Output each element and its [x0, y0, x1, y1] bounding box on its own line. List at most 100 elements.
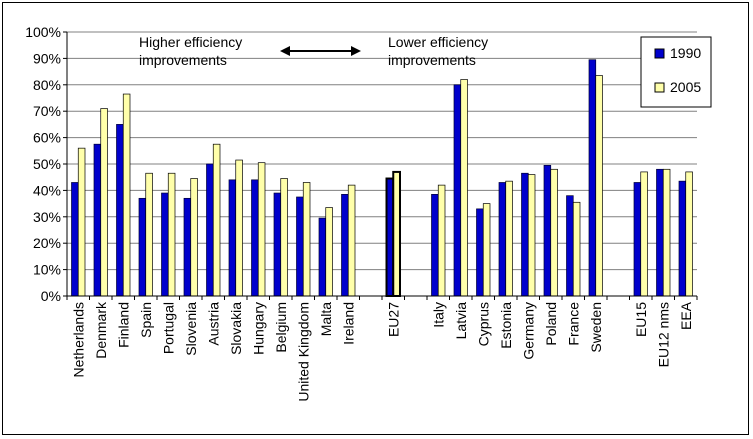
y-tick-label: 30% [33, 209, 61, 225]
x-tick-label: Spain [138, 302, 154, 338]
bar-2005-slovenia [190, 178, 198, 297]
bar-1990-eu15 [633, 182, 642, 297]
bar-1990-ireland [341, 194, 349, 297]
bar-1990-eu12-nms [656, 168, 664, 297]
bar-2005-belgium [280, 178, 288, 297]
bar-1990-germany [521, 172, 529, 297]
x-tick-label: EU27 [385, 302, 401, 337]
x-tick-label: Slovakia [228, 302, 244, 355]
annotation-left: Higher efficiency improvements [139, 34, 242, 68]
legend-swatch-1990 [654, 48, 665, 59]
chart-frame [2, 2, 749, 435]
y-tick-label: 80% [33, 77, 61, 93]
bar-1990-austria [206, 163, 214, 297]
x-tick-label: Malta [318, 302, 334, 336]
bar-2005-germany [527, 174, 536, 297]
bar-2005-eea [685, 171, 693, 297]
x-tick-label: Slovenia [183, 302, 199, 356]
bar-1990-eu27 [385, 177, 395, 298]
y-tick-label: 100% [25, 24, 61, 40]
bar-1990-estonia [498, 182, 507, 297]
annotation-left-line2: improvements [139, 52, 227, 68]
legend-label-2005: 2005 [670, 79, 701, 95]
bar-2005-ireland [347, 184, 356, 297]
bar-1990-netherlands [71, 182, 79, 297]
bar-2005-portugal [167, 172, 176, 297]
x-tick-label: Finland [115, 302, 131, 348]
bar-2005-sweden [595, 75, 603, 297]
bar-1990-spain [138, 197, 147, 297]
x-tick-label: Ireland [340, 302, 356, 345]
bar-1990-portugal [161, 192, 169, 297]
bar-2005-poland [550, 168, 558, 297]
legend-swatch-2005 [654, 82, 665, 93]
bar-2005-eu15 [640, 171, 648, 297]
bar-1990-cyprus [476, 208, 484, 297]
y-tick-label: 70% [33, 103, 61, 119]
bar-1990-belgium [273, 192, 282, 297]
x-tick-label: Germany [520, 302, 536, 360]
bar-1990-malta [318, 217, 327, 297]
x-tick-label: Denmark [93, 301, 109, 359]
x-tick-label: Latvia [453, 302, 469, 340]
bar-2005-italy [437, 184, 446, 297]
annotation-right-line2: improvements [388, 52, 476, 68]
y-tick-label: 40% [33, 182, 61, 198]
bar-1990-sweden [588, 59, 597, 297]
bar-2005-eu27 [392, 170, 401, 297]
y-tick-label: 90% [33, 50, 61, 66]
bar-2005-malta [325, 207, 333, 297]
bar-2005-spain [145, 172, 153, 297]
bar-2005-netherlands [77, 147, 86, 297]
bar-2005-eu12-nms [662, 168, 671, 297]
bar-1990-latvia [453, 84, 462, 297]
bar-2005-cyprus [482, 203, 491, 297]
annotation-left-line1: Higher efficiency [139, 34, 242, 50]
x-tick-label: Portugal [160, 302, 176, 354]
annotation-right-line1: Lower efficiency [388, 34, 488, 50]
bar-2005-estonia [505, 180, 513, 297]
x-tick-label: Poland [543, 302, 559, 346]
annotation-arrow [280, 46, 361, 56]
bar-2005-finland [122, 93, 131, 297]
bar-2005-hungary [257, 162, 266, 297]
bar-1990-poland [543, 164, 552, 297]
x-tick-label: France [565, 302, 581, 346]
x-tick-label: United Kingdom [295, 302, 311, 402]
x-axis-labels: Netherlands Denmark Finland Spain Portugal Sl… [66, 296, 698, 402]
bars [71, 59, 693, 298]
x-tick-label: Austria [205, 302, 221, 346]
legend-label-1990: 1990 [670, 45, 701, 61]
x-tick-label: EEA [678, 301, 694, 330]
x-tick-label: Netherlands [70, 302, 86, 378]
bar-1990-eea [678, 180, 687, 297]
bar-1990-united-kingdom [296, 196, 304, 297]
x-tick-label: EU15 [633, 302, 649, 337]
bar-1990-italy [431, 194, 439, 297]
bar-1990-hungary [251, 179, 259, 297]
x-tick-label: Estonia [498, 302, 514, 349]
y-tick-label: 20% [33, 235, 61, 251]
y-tick-label: 0% [41, 288, 61, 304]
x-tick-label: Sweden [588, 302, 604, 353]
y-tick-label: 60% [33, 130, 61, 146]
bar-1990-denmark [93, 143, 102, 297]
x-tick-label: Belgium [273, 302, 289, 353]
bar-2005-latvia [460, 79, 468, 297]
bar-1990-finland [116, 124, 124, 297]
annotation-right: Lower efficiency improvements [388, 34, 488, 68]
y-tick-label: 10% [33, 262, 61, 278]
bar-2005-denmark [100, 108, 108, 297]
legend: 1990 2005 [640, 36, 712, 108]
bar-2005-united-kingdom [302, 182, 311, 297]
bar-1990-france [566, 195, 574, 297]
bar-1990-slovenia [183, 197, 192, 297]
legend-box [640, 36, 712, 108]
bar-2005-france [572, 201, 581, 297]
y-tick-label: 50% [33, 156, 61, 172]
bar-1990-slovakia [228, 179, 237, 297]
y-axis-ticks: 0% 10% 20% 30% 40% 50% 60% 70% 80% 90% 100% [25, 24, 67, 304]
x-tick-label: EU12 nms [655, 302, 671, 367]
bar-2005-austria [212, 143, 221, 297]
